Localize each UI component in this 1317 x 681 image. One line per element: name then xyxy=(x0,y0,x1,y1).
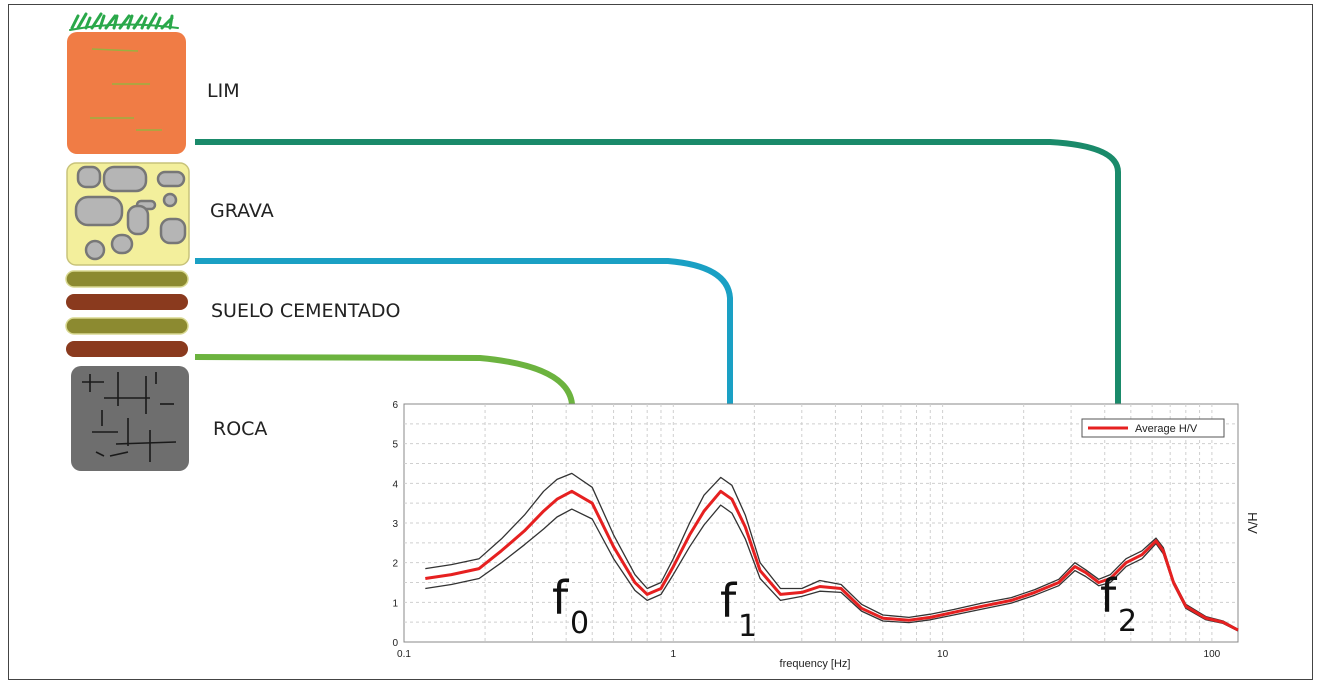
grava-layer-block xyxy=(66,162,190,266)
peak-label-f2: f 2 xyxy=(1100,569,1137,639)
peak-label-f2-sub: 2 xyxy=(1118,604,1137,639)
peak-label-f1-sub: 1 xyxy=(738,609,757,644)
peak-label-f0-main: f xyxy=(552,571,570,625)
layer-label-lim: LIM xyxy=(207,80,240,102)
x-tick-label: 10 xyxy=(937,649,949,660)
grass-icon xyxy=(69,12,179,31)
legend-label: Average H/V xyxy=(1135,423,1198,435)
peak-label-f2-main: f xyxy=(1100,569,1118,623)
connector-grava-f1 xyxy=(195,258,733,462)
x-tick-label: 100 xyxy=(1204,649,1221,660)
roca-layer-block xyxy=(71,366,189,471)
chart-legend: Average H/V xyxy=(1081,418,1225,438)
peak-label-f0: f 0 xyxy=(552,571,589,641)
y-tick-label: 0 xyxy=(392,638,398,649)
layer-label-suelo-cementado: SUELO CEMENTADO xyxy=(211,300,401,322)
y-tick-label: 1 xyxy=(392,598,398,609)
y-tick-label: 6 xyxy=(392,400,398,411)
x-tick-label: 1 xyxy=(671,649,677,660)
y-tick-label: 2 xyxy=(392,559,398,570)
series-line-bound xyxy=(425,504,1239,632)
peak-label-f1-main: f xyxy=(720,574,738,628)
series-line-bound xyxy=(425,472,1239,630)
chart-grid xyxy=(404,404,1238,642)
suelo-cementado-layer-block xyxy=(65,270,189,357)
y-tick-label: 3 xyxy=(392,519,398,530)
x-axis-label: frequency [Hz] xyxy=(780,658,851,670)
y-axis-label: H/V xyxy=(1245,512,1260,534)
series-line-average-hv xyxy=(425,489,1239,632)
layer-label-grava: GRAVA xyxy=(210,200,274,222)
y-tick-label: 4 xyxy=(392,479,398,490)
figure-frame xyxy=(8,4,1313,680)
x-tick-label: 0.1 xyxy=(397,649,411,660)
peak-label-f1: f 1 xyxy=(720,574,757,644)
chart-series xyxy=(425,472,1239,632)
y-tick-label: 5 xyxy=(392,440,398,451)
lim-layer-block xyxy=(67,32,186,154)
connector-suelo-f0 xyxy=(194,354,576,453)
peak-label-f0-sub: 0 xyxy=(570,606,589,641)
connector-lim-f2 xyxy=(195,139,1121,514)
layer-label-roca: ROCA xyxy=(213,418,268,440)
